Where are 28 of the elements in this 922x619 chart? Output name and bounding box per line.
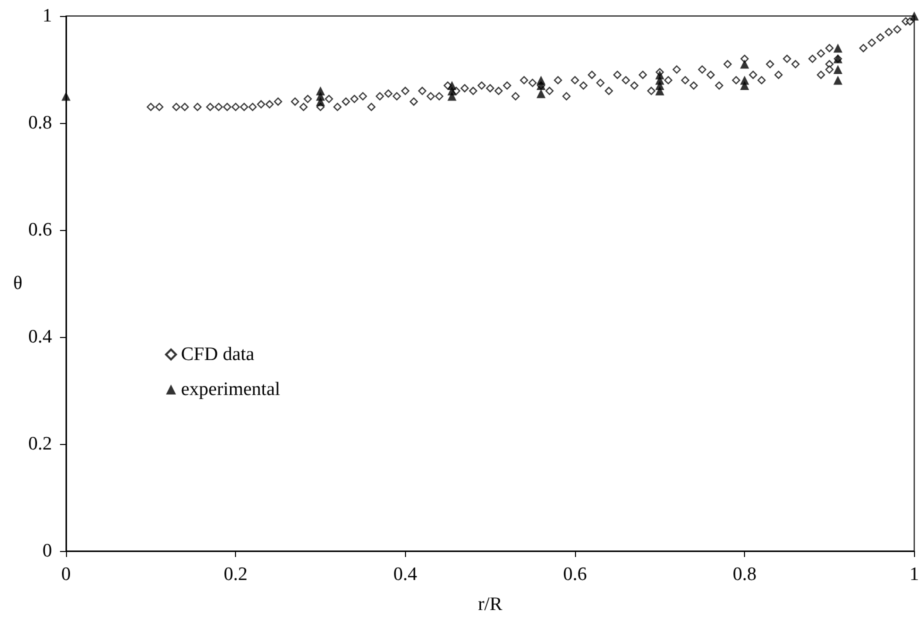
- point: [910, 12, 919, 20]
- legend-label: experimental: [181, 379, 280, 400]
- y-tick-label: 1: [42, 6, 52, 26]
- y-tick-label: 0.8: [28, 112, 52, 134]
- point: [62, 92, 70, 101]
- x-tick-label: 0: [61, 564, 71, 585]
- y-tick-label: 0: [42, 540, 52, 562]
- y-axis-title: θ: [13, 273, 22, 294]
- x-tick-label: 0.2: [224, 564, 248, 585]
- point: [833, 65, 842, 74]
- x-tick-label: 0.8: [732, 564, 756, 585]
- y-tick-label: 0.4: [28, 326, 52, 348]
- point: [655, 70, 664, 80]
- legend-label: CFD data: [181, 344, 255, 365]
- point: [316, 86, 325, 96]
- x-tick-label: 0.6: [563, 564, 587, 585]
- point: [536, 76, 546, 85]
- point: [447, 81, 456, 90]
- y-tick-label: 0.6: [28, 220, 52, 240]
- x-axis-title: r/R: [478, 594, 503, 615]
- point: [536, 89, 546, 98]
- x-tick-label: 0.4: [393, 564, 418, 585]
- point: [833, 76, 842, 85]
- point: [833, 44, 842, 53]
- point: [740, 76, 750, 85]
- point: [740, 60, 750, 69]
- x-tick-label: 1: [910, 564, 919, 585]
- y-tick-label: 0.2: [28, 434, 52, 454]
